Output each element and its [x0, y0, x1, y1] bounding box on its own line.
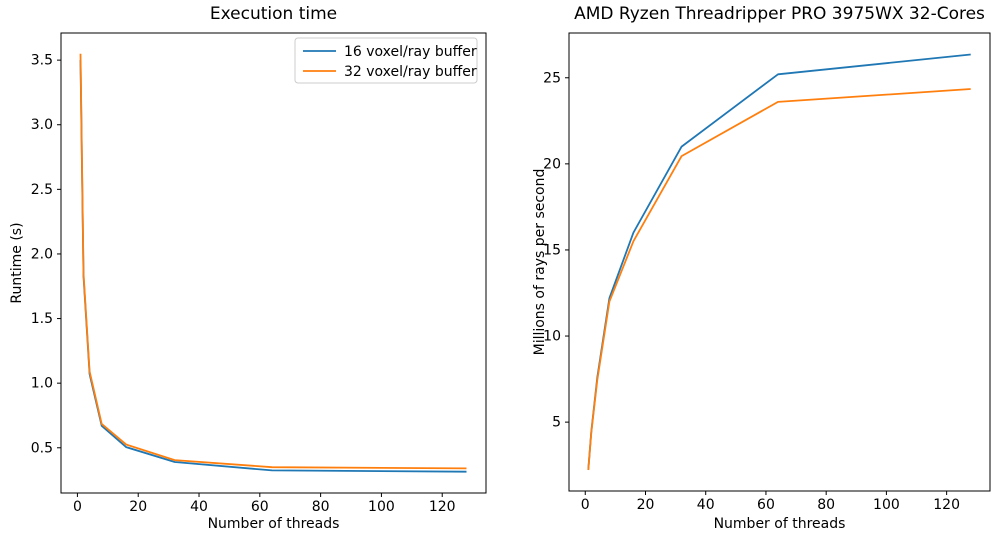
x-tick-label: 60 — [251, 499, 269, 515]
left-chart-ylabel: Runtime (s) — [9, 222, 25, 304]
series-line-32-voxel — [587, 88, 971, 471]
y-tick-label: 0.5 — [31, 440, 53, 456]
x-tick-label: 120 — [933, 497, 960, 513]
right-chart-title: AMD Ryzen Threadripper PRO 3975WX 32-Cor… — [574, 4, 985, 24]
y-tick-label: 1.0 — [31, 376, 53, 392]
series-line-16-voxel — [79, 60, 467, 473]
legend-box — [294, 37, 478, 84]
left-chart-title: Execution time — [209, 4, 338, 24]
x-tick-label: 20 — [129, 499, 147, 515]
series-line-32-voxel — [79, 53, 467, 470]
legend: 16 voxel/ray buffer 32 voxel/ray buffer — [294, 37, 478, 84]
x-tick-label: 40 — [190, 499, 208, 515]
y-tick-label: 25 — [543, 70, 561, 86]
x-tick-label: 60 — [757, 497, 775, 513]
y-tick-label: 3.5 — [31, 53, 53, 69]
legend-entry-label: 32 voxel/ray buffer — [344, 64, 477, 80]
right-chart-xlabel: Number of threads — [713, 516, 846, 532]
x-tick-label: 120 — [429, 499, 456, 515]
y-tick-label: 1.5 — [31, 311, 53, 327]
left-chart-xlabel: Number of threads — [207, 516, 340, 532]
legend-entry-label: 16 voxel/ray buffer — [344, 44, 477, 60]
y-axis: 5 10 15 20 25 — [543, 70, 569, 431]
y-axis: 0.5 1.0 1.5 2.0 2.5 3.0 3.5 — [31, 53, 61, 456]
plot-border — [568, 32, 991, 492]
right-chart-plot: 0 20 40 60 80 100 120 5 10 15 20 25 — [543, 32, 991, 513]
left-chart-plot: 0 20 40 60 80 100 120 0.5 1.0 1.5 2.0 2.5 3.0 3.5 16 v… — [31, 32, 487, 515]
x-tick-label: 20 — [637, 497, 655, 513]
y-tick-label: 5 — [552, 415, 561, 431]
x-tick-label: 0 — [581, 497, 590, 513]
plot-border — [60, 32, 487, 494]
y-tick-label: 10 — [543, 329, 561, 345]
y-tick-label: 15 — [543, 242, 561, 258]
x-tick-label: 0 — [73, 499, 82, 515]
x-tick-label: 80 — [817, 497, 835, 513]
y-tick-label: 3.0 — [31, 117, 53, 133]
y-tick-label: 2.5 — [31, 182, 53, 198]
x-axis: 0 20 40 60 80 100 120 — [73, 493, 456, 515]
series-line-16-voxel — [587, 53, 971, 470]
y-tick-label: 2.0 — [31, 246, 53, 262]
x-tick-label: 100 — [368, 499, 395, 515]
x-tick-label: 100 — [873, 497, 900, 513]
x-tick-label: 40 — [697, 497, 715, 513]
x-tick-label: 80 — [312, 499, 330, 515]
right-chart-ylabel: Millions of rays per second — [532, 168, 548, 356]
x-axis: 0 20 40 60 80 100 120 — [581, 491, 960, 513]
y-tick-label: 20 — [543, 156, 561, 172]
